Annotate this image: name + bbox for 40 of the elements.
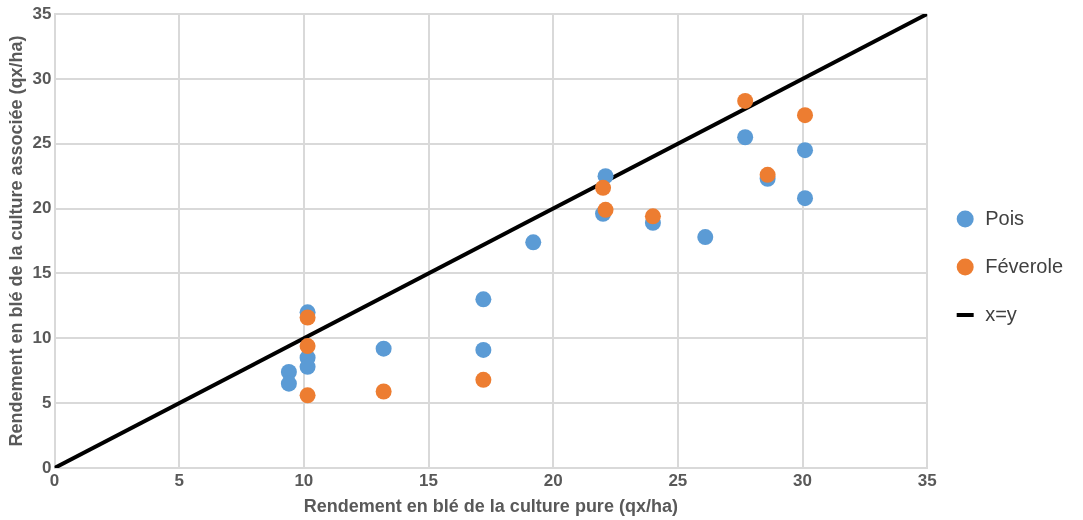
point (697, 229, 714, 246)
point (797, 142, 814, 159)
point (299, 338, 316, 355)
y-axis-title: Rendement en blé de la culture associée (qx/ha) (5, 35, 26, 447)
y-tick-label: 35 (32, 3, 52, 23)
y-tick-label: 20 (32, 198, 52, 218)
point (595, 179, 612, 196)
point (475, 291, 492, 308)
x-tick-label: 30 (793, 470, 812, 490)
point (597, 201, 614, 218)
point (737, 92, 754, 109)
y-tick-label: 10 (32, 327, 52, 347)
point (525, 234, 542, 251)
legend-label: Pois (985, 206, 1025, 229)
x-tick-label: 25 (668, 470, 688, 490)
x-tick-label: 15 (419, 470, 438, 490)
x-tick-label: 20 (543, 470, 563, 490)
y-tick-label: 25 (32, 133, 52, 153)
y-tick-label: 5 (42, 392, 52, 412)
point (299, 309, 316, 326)
point (644, 208, 661, 225)
legend-label: Féverole (985, 254, 1063, 277)
point (375, 383, 392, 400)
point (797, 107, 814, 124)
point (475, 341, 492, 358)
x-tick-label: 35 (917, 470, 937, 490)
point (475, 371, 492, 388)
point (375, 340, 392, 357)
legend-label: x=y (985, 302, 1017, 325)
y-tick-label: 30 (32, 68, 52, 88)
x-tick-label: 5 (174, 470, 184, 490)
y-tick-label: 15 (32, 263, 52, 283)
point (759, 166, 776, 183)
point (299, 387, 316, 404)
point (280, 375, 297, 392)
point (797, 190, 814, 207)
y-tick-label: 0 (42, 457, 52, 477)
x-axis-title: Rendement en blé de la culture pure (qx/ha) (303, 496, 678, 517)
x-tick-label: 10 (294, 470, 314, 490)
point (737, 129, 754, 146)
